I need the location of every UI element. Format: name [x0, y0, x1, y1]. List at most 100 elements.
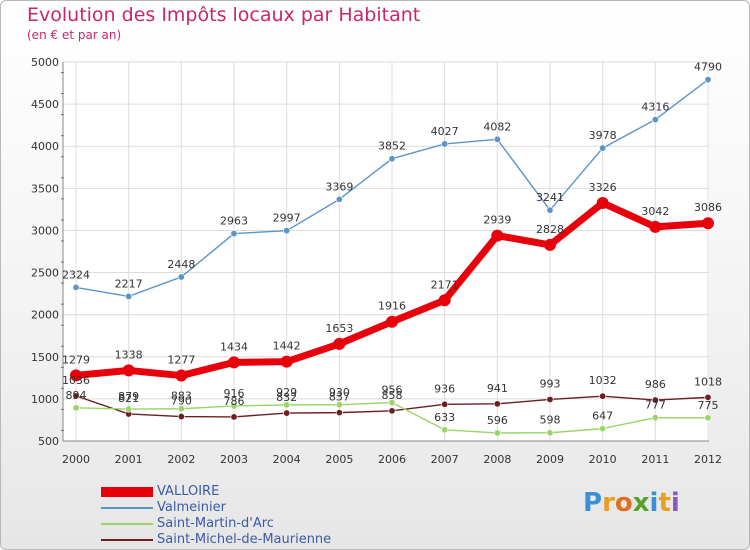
- y-tick-label: 5000: [31, 56, 59, 69]
- x-tick-label: 2009: [536, 453, 564, 466]
- data-point: [177, 273, 185, 281]
- legend: VALLOIRE Valmeinier Saint-Martin-d'Arc Sain…: [101, 484, 401, 548]
- legend-item: Saint-Martin-d'Arc: [101, 516, 401, 532]
- data-point: [125, 405, 133, 413]
- data-label: 4082: [483, 120, 511, 133]
- data-label: 858: [382, 389, 403, 402]
- data-label: 1338: [115, 348, 143, 361]
- legend-item: Valmeinier: [101, 500, 401, 516]
- data-label: 1018: [694, 375, 722, 388]
- data-label: 633: [434, 411, 455, 424]
- data-label: 1916: [378, 300, 406, 313]
- proxiti-logo: Proxiti: [583, 488, 680, 518]
- data-point: [441, 140, 449, 148]
- data-point: [546, 395, 554, 403]
- x-tick-label: 2011: [641, 453, 669, 466]
- data-point: [599, 392, 607, 400]
- data-point: [651, 396, 659, 404]
- data-point: [335, 401, 343, 409]
- y-tick-label: 1500: [31, 351, 59, 364]
- data-point: [388, 155, 396, 163]
- data-label: 2324: [62, 268, 90, 281]
- data-label: 777: [645, 399, 666, 412]
- data-point: [335, 409, 343, 417]
- data-point: [386, 315, 398, 328]
- data-point: [230, 402, 238, 410]
- data-point: [491, 229, 504, 242]
- y-tick-label: 2000: [31, 309, 59, 322]
- x-tick-label: 2007: [431, 453, 459, 466]
- data-label: 3042: [641, 205, 669, 218]
- data-point: [649, 220, 662, 233]
- legend-swatch: [101, 507, 153, 509]
- data-label: 790: [171, 395, 192, 408]
- data-label: 2448: [167, 258, 195, 271]
- data-label: 1442: [273, 340, 301, 353]
- data-point: [72, 392, 80, 400]
- data-point: [596, 196, 609, 209]
- data-point: [702, 217, 714, 230]
- data-point: [125, 292, 133, 300]
- data-label: 3326: [589, 181, 617, 194]
- data-label: 929: [276, 386, 297, 399]
- legend-label: Valmeinier: [157, 500, 226, 515]
- data-label: 930: [329, 386, 350, 399]
- data-point: [599, 144, 607, 152]
- data-label: 3369: [325, 180, 353, 193]
- data-point: [335, 195, 343, 203]
- data-point: [546, 429, 554, 437]
- data-label: 3241: [536, 191, 564, 204]
- legend-label: Saint-Martin-d'Arc: [157, 516, 274, 531]
- data-point: [228, 356, 240, 369]
- data-point: [283, 227, 291, 235]
- data-point: [177, 413, 185, 421]
- data-label: 1653: [325, 322, 353, 335]
- data-point: [493, 429, 501, 437]
- data-label: 941: [487, 382, 508, 395]
- data-label: 1032: [589, 374, 617, 387]
- x-tick-label: 2005: [325, 453, 353, 466]
- data-point: [493, 400, 501, 408]
- legend-swatch: [101, 539, 153, 541]
- data-label: 2171: [431, 278, 459, 291]
- data-label: 596: [487, 414, 508, 427]
- data-label: 956: [382, 384, 403, 397]
- data-label: 894: [66, 389, 87, 402]
- data-point: [230, 413, 238, 421]
- data-point: [280, 355, 293, 368]
- data-label: 4316: [641, 101, 669, 114]
- data-label: 2828: [536, 223, 564, 236]
- data-label: 2939: [483, 214, 511, 227]
- data-label: 1279: [62, 353, 90, 366]
- y-tick-label: 3500: [31, 182, 59, 195]
- legend-item: VALLOIRE: [101, 484, 401, 500]
- data-point: [230, 230, 238, 238]
- y-tick-label: 4000: [31, 140, 59, 153]
- data-label: 598: [540, 414, 561, 427]
- data-point: [704, 393, 712, 401]
- data-label: 821: [118, 392, 139, 405]
- data-point: [177, 405, 185, 413]
- data-label: 883: [171, 390, 192, 403]
- y-tick-label: 1000: [31, 393, 59, 406]
- x-tick-label: 2000: [62, 453, 90, 466]
- x-tick-label: 2012: [694, 453, 722, 466]
- legend-swatch: [101, 487, 153, 497]
- data-point: [175, 369, 188, 382]
- legend-item: Saint-Michel-de-Maurienne: [101, 532, 401, 548]
- x-tick-label: 2002: [167, 453, 195, 466]
- data-point: [651, 116, 659, 124]
- data-label: 2217: [115, 277, 143, 290]
- data-label: 837: [329, 391, 350, 404]
- data-label: 1434: [220, 340, 248, 353]
- data-label: 936: [434, 382, 455, 395]
- data-label: 993: [540, 377, 561, 390]
- data-label: 775: [698, 399, 719, 412]
- data-label: 3978: [589, 129, 617, 142]
- data-point: [122, 364, 135, 377]
- data-label: 647: [592, 410, 613, 423]
- data-point: [283, 401, 291, 409]
- data-point: [72, 283, 80, 291]
- data-label: 916: [224, 387, 245, 400]
